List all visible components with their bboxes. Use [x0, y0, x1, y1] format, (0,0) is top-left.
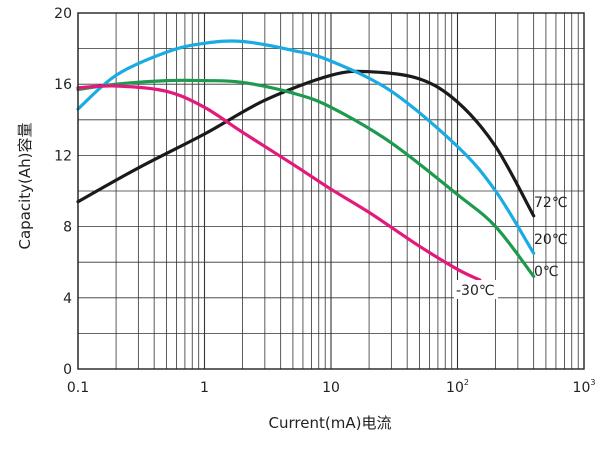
x-tick-label: 102 [446, 378, 469, 396]
series-label-1: 20℃ [534, 232, 568, 248]
y-tick-label: 20 [54, 6, 72, 22]
x-tick-label: 0.1 [67, 380, 89, 396]
series-lines [76, 39, 536, 282]
y-tick-label: 8 [63, 220, 72, 236]
y-tick-label: 0 [63, 362, 72, 378]
series-labels: 72℃ 20℃ 0℃ -30℃ [454, 195, 568, 299]
plot-border [77, 12, 585, 370]
x-axis-title: Current(mA)电流 [269, 414, 392, 432]
plot-frame [77, 12, 585, 370]
series-line-2 [76, 78, 536, 278]
y-tick-label: 4 [63, 291, 72, 307]
series-label-backdrop [454, 280, 498, 299]
y-axis-title: Capacity(Ah)容量 [16, 122, 34, 249]
series-line-1 [76, 39, 536, 255]
x-tick-label: 1 [200, 380, 209, 396]
y-tick-label: 12 [54, 148, 72, 164]
series-line-0 [76, 69, 536, 218]
series-line-3 [76, 84, 482, 282]
tick-labels: 0.1 1 10 102 103 0 4 8 12 16 20 [54, 6, 595, 396]
series-label-0: 72℃ [534, 195, 568, 211]
series-label-2: 0℃ [534, 264, 559, 280]
x-tick-label: 10 [322, 380, 340, 396]
series-label-3: -30℃ [456, 283, 495, 299]
y-tick-label: 16 [54, 77, 72, 93]
x-tick-label: 103 [573, 378, 596, 396]
